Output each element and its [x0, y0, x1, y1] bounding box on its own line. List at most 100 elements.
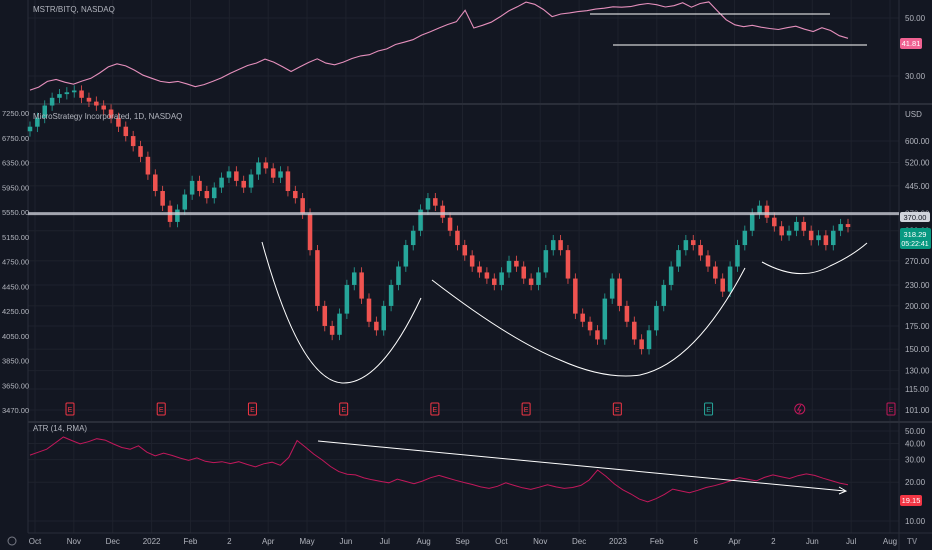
ratio-pane-title: MSTR/BITQ, NASDAQ: [33, 5, 115, 14]
candle-body: [587, 321, 593, 331]
candle-body: [263, 162, 269, 169]
earnings-marker: [612, 402, 622, 416]
candle-body: [617, 278, 622, 306]
price-right-tick-label: 520.00: [905, 158, 930, 167]
candle-body: [182, 194, 188, 210]
candle-body: [713, 266, 718, 279]
price-left-tick-label: 5950.00: [2, 183, 29, 192]
candle-body: [528, 278, 534, 285]
candle-body: [374, 321, 379, 331]
candle-body: [425, 198, 431, 210]
candle-body: [130, 136, 136, 147]
candlestick-series: [27, 85, 851, 355]
earnings-marker: [886, 402, 896, 416]
ratio-y-axis: 50.00 30.00: [905, 14, 926, 81]
candle-body: [403, 245, 409, 267]
candle-body: [794, 221, 799, 231]
earnings-marker: [65, 402, 75, 416]
candle-body: [823, 235, 829, 246]
candle-body: [189, 180, 195, 195]
candle-body: [838, 224, 843, 231]
bar-countdown: 05:22:41: [901, 241, 928, 248]
candle-body: [536, 272, 541, 285]
price-pane[interactable]: MicroStrategy Incorporated, 1D, NASDAQ U…: [2, 85, 931, 416]
time-axis-label: Oct: [495, 537, 508, 546]
earnings-marker-label: E: [433, 407, 438, 414]
candle-body: [506, 260, 512, 273]
candle-body: [153, 174, 158, 192]
earnings-marker: [339, 402, 349, 416]
candle-body: [293, 191, 298, 199]
candle-body: [197, 180, 202, 192]
candle-body: [248, 174, 254, 188]
candle-body: [138, 146, 143, 157]
candle-body: [609, 278, 615, 299]
pane-separators: [27, 0, 932, 550]
candle-body: [646, 330, 652, 350]
candle-body: [484, 272, 490, 279]
candle-body: [462, 245, 468, 256]
candle-body: [816, 235, 821, 241]
atr-pane-title: ATR (14, RMA): [33, 424, 87, 433]
candle-body: [49, 97, 55, 106]
candle-body: [705, 255, 711, 267]
candle-body: [79, 90, 84, 98]
candle-body: [808, 230, 814, 241]
candle-body: [94, 101, 99, 106]
zoom-icon[interactable]: [7, 536, 17, 546]
price-left-tick-label: 4250.00: [2, 307, 29, 316]
candle-body: [315, 250, 320, 306]
last-price-badge: 318.29 05:22:41: [900, 228, 931, 249]
candle-body: [727, 266, 733, 292]
atr-y-tick-label: 40.00: [905, 439, 926, 448]
candle-body: [749, 213, 755, 231]
candle-body: [455, 230, 460, 246]
atr-pane[interactable]: ATR (14, RMA) 50.0040.0030.0020.0010.00 …: [29, 424, 926, 526]
time-axis-label: Jul: [846, 537, 856, 546]
cup-curve-1: [261, 241, 422, 384]
candle-body: [676, 250, 681, 267]
earnings-marker-label: E: [68, 407, 73, 414]
ratio-pane[interactable]: MSTR/BITQ, NASDAQ 50.00 30.00 41.81: [29, 1, 926, 91]
resistance-badge: 370.00: [900, 212, 930, 222]
price-right-tick-label: 175.00: [905, 322, 930, 331]
candle-body: [654, 305, 659, 331]
price-left-tick-label: 3470.00: [2, 406, 29, 415]
ratio-trendlines: [590, 13, 867, 46]
footer-controls: TV: [7, 536, 918, 546]
candle-body: [580, 313, 585, 322]
candle-body: [27, 126, 33, 132]
price-unit-label: USD: [905, 110, 922, 119]
candle-body: [145, 156, 151, 175]
time-axis-label: 2022: [143, 537, 161, 546]
candle-body: [410, 230, 416, 246]
atr-last-value: 19.15: [902, 496, 921, 505]
candle-body: [351, 272, 357, 285]
earnings-marker: [430, 402, 440, 416]
candle-body: [396, 266, 401, 285]
time-axis-label: Apr: [728, 537, 741, 546]
candle-body: [514, 260, 519, 267]
earnings-marker: [704, 402, 714, 416]
price-left-tick-label: 3850.00: [2, 357, 29, 366]
candle-body: [108, 109, 114, 118]
candle-body: [366, 298, 372, 322]
time-axis-label: Sep: [455, 537, 470, 546]
candle-body: [742, 230, 748, 246]
price-pane-title: MicroStrategy Incorporated, 1D, NASDAQ: [33, 112, 182, 121]
earnings-marker-label: E: [159, 407, 164, 414]
price-left-tick-label: 6750.00: [2, 134, 29, 143]
time-axis-label: Jun: [806, 537, 819, 546]
candle-body: [433, 198, 438, 206]
candle-body: [322, 305, 328, 326]
candle-body: [234, 171, 239, 181]
atr-y-tick-label: 50.00: [905, 427, 926, 436]
time-axis-label: Feb: [184, 537, 198, 546]
price-left-tick-label: 7250.00: [2, 109, 29, 118]
atr-last-badge: 19.15: [900, 495, 922, 506]
candle-body: [359, 272, 364, 299]
candle-body: [256, 162, 261, 175]
atr-y-tick-label: 10.00: [905, 517, 926, 526]
